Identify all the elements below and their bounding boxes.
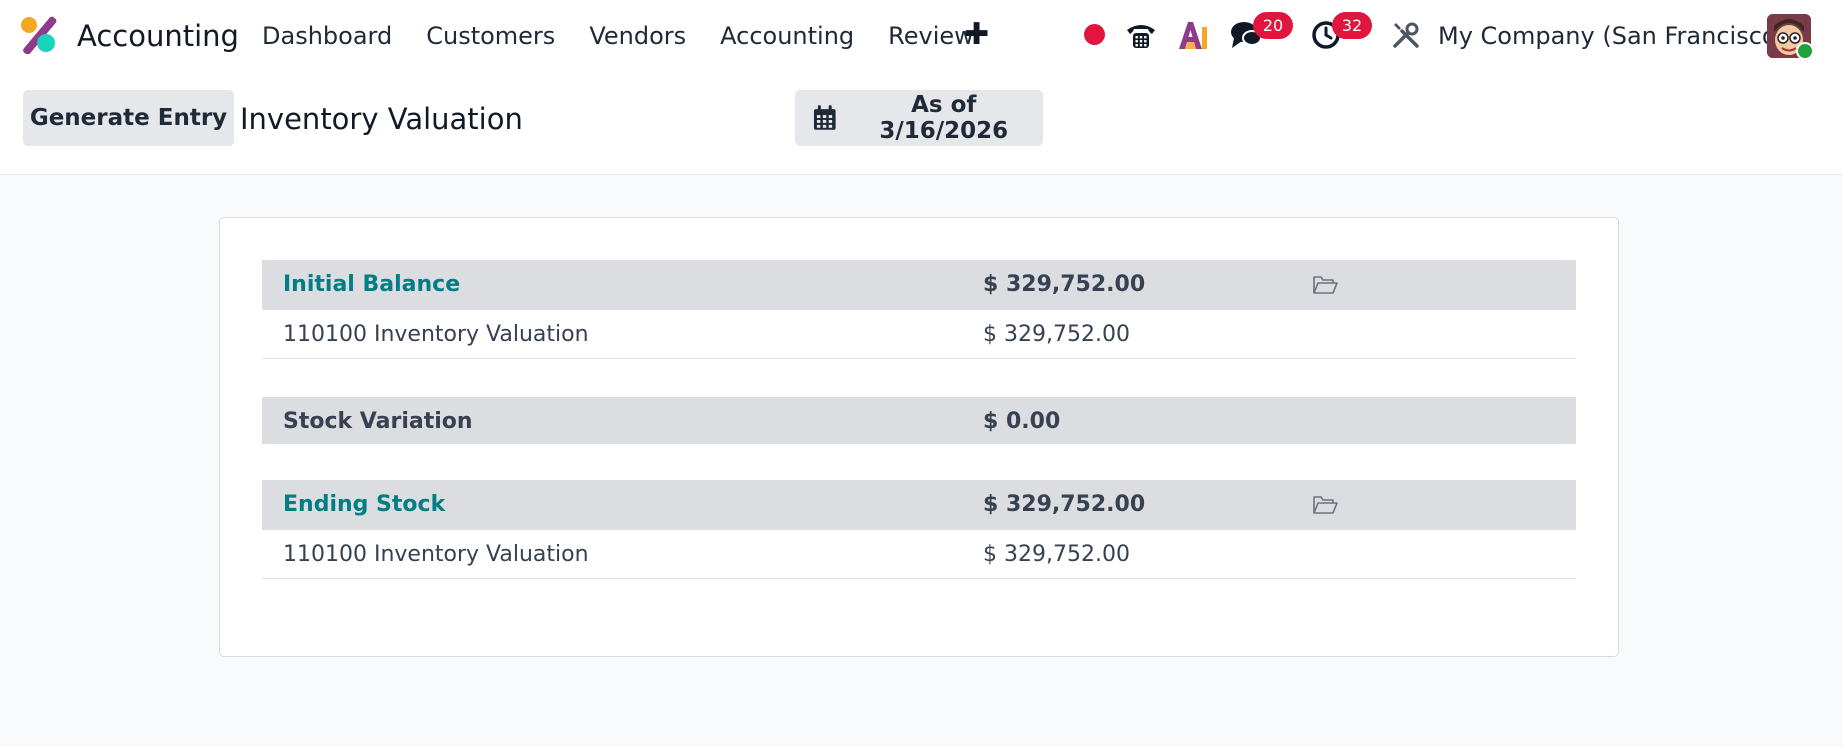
section-label[interactable]: Ending Stock	[283, 492, 446, 517]
menu-accounting[interactable]: Accounting	[720, 22, 855, 50]
date-filter-button[interactable]: As of 3/16/2026	[795, 90, 1043, 146]
online-status-indicator	[1796, 42, 1814, 60]
menu-dashboard[interactable]: Dashboard	[262, 22, 393, 50]
calendar-icon	[813, 105, 836, 130]
section-header-initial-balance: Initial Balance $ 329,752.00	[262, 260, 1576, 310]
app-logo-icon[interactable]	[20, 16, 58, 54]
section-label[interactable]: Initial Balance	[283, 272, 461, 297]
table-row: 110100 Inventory Valuation $ 329,752.00	[262, 310, 1576, 359]
section-value: $ 0.00	[983, 409, 1061, 434]
generate-entry-button[interactable]: Generate Entry	[23, 90, 234, 146]
top-navbar: Accounting Dashboard Customers Vendors A…	[0, 0, 1843, 71]
activities-count-badge: 32	[1332, 12, 1372, 39]
messages-count-badge: 20	[1253, 12, 1293, 39]
section-header-ending-stock: Ending Stock $ 329,752.00	[262, 480, 1576, 530]
page-title: Inventory Valuation	[240, 102, 523, 136]
section-value: $ 329,752.00	[983, 492, 1146, 517]
control-panel: Generate Entry Inventory Valuation As of…	[0, 71, 1843, 175]
table-row: 110100 Inventory Valuation $ 329,752.00	[262, 530, 1576, 579]
account-value: $ 329,752.00	[983, 542, 1130, 567]
main-menu: Dashboard Customers Vendors Accounting R…	[262, 20, 1008, 52]
folder-open-icon[interactable]	[1312, 494, 1338, 516]
record-indicator-icon[interactable]	[1084, 24, 1105, 45]
company-switcher[interactable]: My Company (San Francisco)	[1438, 22, 1786, 50]
section-header-stock-variation: Stock Variation $ 0.00	[262, 397, 1576, 444]
account-label: 110100 Inventory Valuation	[283, 542, 589, 567]
app-name[interactable]: Accounting	[77, 19, 239, 53]
menu-customers[interactable]: Customers	[426, 22, 556, 50]
date-filter-label: As of 3/16/2026	[879, 92, 1009, 144]
avatar-face-icon	[1767, 14, 1811, 58]
tools-icon[interactable]	[1391, 20, 1421, 50]
inventory-valuation-report: Initial Balance $ 329,752.00 110100 Inve…	[219, 217, 1619, 657]
menu-plus-button[interactable]: ✚	[964, 17, 990, 52]
menu-vendors[interactable]: Vendors	[589, 22, 687, 50]
folder-open-icon[interactable]	[1312, 274, 1338, 296]
menu-review[interactable]: Review	[888, 22, 974, 50]
section-label: Stock Variation	[283, 409, 473, 434]
phone-icon[interactable]	[1124, 18, 1158, 52]
section-value: $ 329,752.00	[983, 272, 1146, 297]
account-value: $ 329,752.00	[983, 322, 1130, 347]
ai-icon[interactable]	[1177, 19, 1209, 51]
account-label: 110100 Inventory Valuation	[283, 322, 589, 347]
